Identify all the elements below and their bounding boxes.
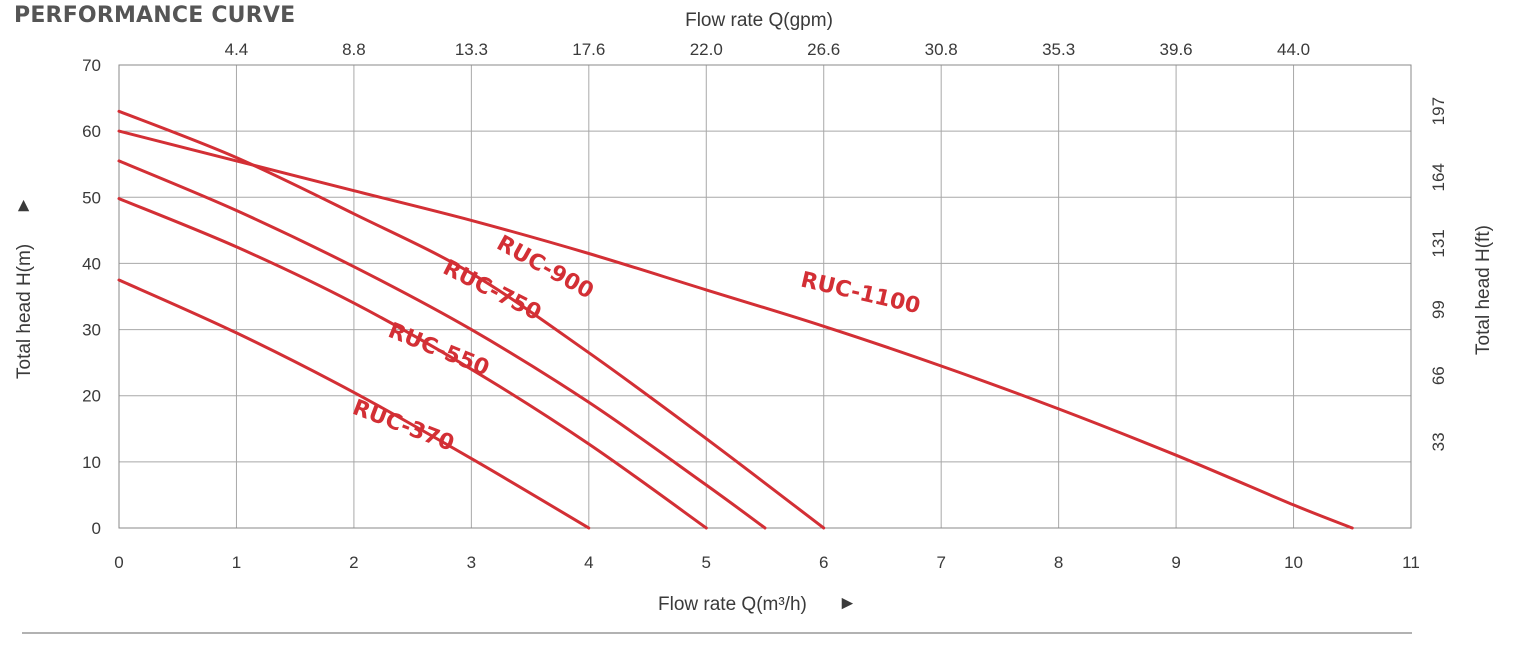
x2-tick-label: 26.6 <box>807 40 840 59</box>
y2-axis-title: Total head H(ft) <box>1473 225 1494 355</box>
x-tick-label: 5 <box>702 553 711 572</box>
y-axis-title: Total head H(m) <box>14 244 35 379</box>
y-tick-label: 60 <box>82 122 101 141</box>
x-tick-label: 8 <box>1054 553 1063 572</box>
y-tick-label: 40 <box>82 254 101 273</box>
x2-tick-label: 22.0 <box>690 40 723 59</box>
x-axis-arrow: ► <box>838 593 857 614</box>
y-tick-label: 30 <box>82 321 101 340</box>
y2-tick-label: 66 <box>1429 366 1448 385</box>
x2-tick-label: 30.8 <box>925 40 958 59</box>
y2-axis-ticks: 33 66 99 131 164 197 <box>1429 97 1448 451</box>
y2-tick-label: 33 <box>1429 432 1448 451</box>
chart-title: PERFORMANCE CURVE <box>14 3 296 28</box>
y-axis-ticks: 0 10 20 30 40 50 60 70 <box>82 56 101 538</box>
x2-axis-ticks: 4.4 8.8 13.3 17.6 22.0 26.6 30.8 35.3 39.6 44.0 <box>225 40 1310 59</box>
x-axis-ticks: 0 1 2 3 4 5 6 7 8 9 10 11 <box>114 553 1420 572</box>
x-tick-label: 11 <box>1402 553 1420 572</box>
y-tick-label: 0 <box>92 519 101 538</box>
series-line-ruc-550 <box>117 197 708 530</box>
x-tick-label: 7 <box>936 553 945 572</box>
series-label-ruc-1100: RUC-1100 <box>798 268 922 320</box>
x-tick-label: 0 <box>114 553 123 572</box>
series-line-ruc-1100 <box>117 129 1354 530</box>
x-axis-title-text: Flow rate Q(m³/h) <box>658 594 807 615</box>
x2-tick-label: 4.4 <box>225 40 249 59</box>
x2-tick-label: 35.3 <box>1042 40 1075 59</box>
y-axis-arrow: ► <box>13 196 34 215</box>
x-tick-label: 9 <box>1171 553 1180 572</box>
y-tick-label: 20 <box>82 387 101 406</box>
y2-tick-label: 131 <box>1429 229 1448 257</box>
series-line-ruc-750 <box>117 159 767 530</box>
x2-tick-label: 39.6 <box>1160 40 1193 59</box>
x2-axis-title: Flow rate Q(gpm) <box>685 10 833 31</box>
x2-tick-label: 17.6 <box>572 40 605 59</box>
x-tick-label: 10 <box>1284 553 1303 572</box>
x-tick-label: 3 <box>467 553 476 572</box>
grid-lines <box>119 65 1411 528</box>
x2-tick-label: 8.8 <box>342 40 366 59</box>
x-tick-label: 4 <box>584 553 593 572</box>
y2-tick-label: 164 <box>1429 163 1448 191</box>
y-tick-label: 10 <box>82 453 101 472</box>
x2-tick-label: 44.0 <box>1277 40 1310 59</box>
x-tick-label: 2 <box>349 553 358 572</box>
x-axis-title: Flow rate Q(m³/h) <box>658 594 807 615</box>
x-tick-label: 1 <box>232 553 241 572</box>
y2-tick-label: 197 <box>1429 97 1448 125</box>
x2-tick-label: 13.3 <box>455 40 488 59</box>
series-label-ruc-370: RUC-370 <box>349 395 457 457</box>
y-tick-label: 70 <box>82 56 101 75</box>
plot-frame <box>118 64 1412 529</box>
y2-tick-label: 99 <box>1429 300 1448 319</box>
series-line-ruc-370 <box>117 278 591 530</box>
series-label-ruc-550: RUC-550 <box>384 318 492 381</box>
x-tick-label: 6 <box>819 553 828 572</box>
series-line-ruc-900 <box>117 109 826 530</box>
series-group <box>117 109 1354 530</box>
y-tick-label: 50 <box>82 188 101 207</box>
